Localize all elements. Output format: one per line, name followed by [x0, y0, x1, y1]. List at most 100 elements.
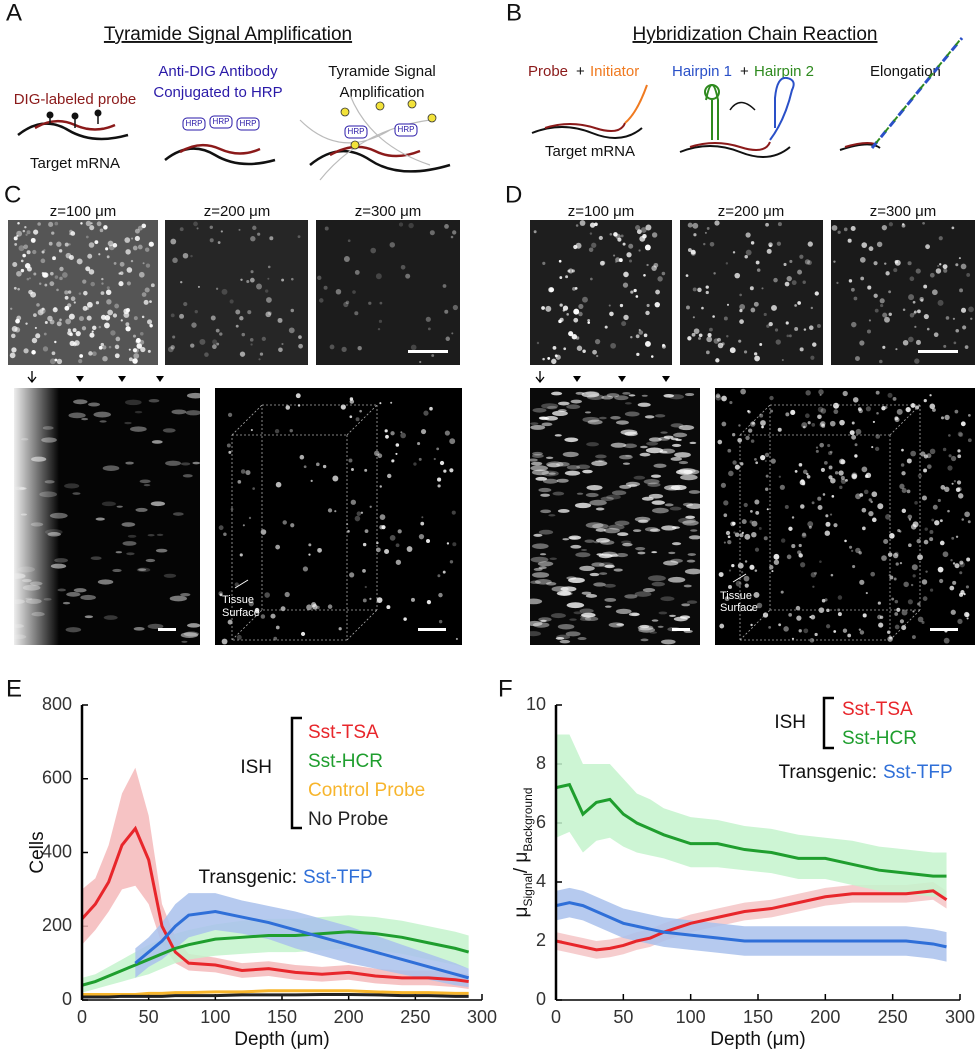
- cell: [379, 525, 384, 530]
- cell: [768, 242, 773, 247]
- cell: [570, 544, 582, 549]
- cell: [125, 461, 134, 465]
- cell: [615, 257, 621, 263]
- cell: [851, 287, 855, 292]
- cell: [585, 594, 598, 598]
- cell: [44, 321, 48, 325]
- cell: [25, 322, 28, 325]
- cell: [584, 539, 595, 543]
- cell: [423, 410, 429, 416]
- cell: [355, 417, 360, 422]
- cell: [22, 253, 26, 258]
- cell: [400, 431, 403, 434]
- cell: [837, 230, 841, 234]
- cell: [105, 289, 112, 296]
- cell: [720, 482, 727, 488]
- cell: [25, 233, 28, 236]
- cell: [802, 280, 806, 284]
- cell: [418, 534, 425, 540]
- cell: [559, 303, 563, 307]
- cell: [118, 281, 124, 287]
- cell: [112, 568, 122, 573]
- cell: [530, 465, 548, 472]
- hrp: HRP: [213, 117, 230, 126]
- x-tick-label: 0: [551, 1007, 561, 1027]
- depth-label: z=300 μm: [870, 203, 937, 220]
- cell: [451, 510, 456, 515]
- cell: [391, 459, 395, 463]
- cell: [922, 221, 925, 225]
- cell: [38, 282, 42, 286]
- cell: [628, 394, 636, 397]
- cell: [750, 623, 753, 627]
- cell: [658, 611, 668, 615]
- cell: [549, 557, 557, 561]
- surface-label: Surface: [222, 607, 260, 619]
- cell: [829, 450, 833, 454]
- cell: [657, 276, 663, 282]
- cell: [595, 507, 605, 511]
- cell: [712, 315, 715, 318]
- cell: [938, 236, 943, 241]
- cell: [586, 484, 603, 491]
- cell: [130, 237, 134, 240]
- cell: [429, 230, 435, 236]
- legend-entry: Sst-TSA: [308, 722, 379, 743]
- y-axis-label-part: μ: [511, 906, 532, 917]
- cell: [637, 625, 654, 631]
- cell: [882, 345, 886, 349]
- cell: [95, 517, 105, 521]
- cell: [101, 277, 104, 281]
- cell: [733, 531, 736, 534]
- cell: [15, 318, 20, 324]
- cell: [144, 287, 150, 293]
- cell: [581, 612, 596, 618]
- cell: [755, 260, 760, 265]
- cell: [42, 346, 49, 352]
- surface-label: Surface: [720, 602, 758, 614]
- cell: [877, 601, 881, 605]
- cell: [204, 352, 209, 357]
- cell: [960, 421, 966, 427]
- cell: [592, 349, 597, 355]
- cell: [137, 225, 143, 231]
- cell: [32, 249, 37, 255]
- cell: [37, 222, 41, 226]
- cell: [900, 463, 905, 467]
- error-band: [556, 887, 947, 962]
- cell: [410, 344, 417, 351]
- cell: [951, 536, 955, 540]
- cell: [628, 612, 640, 617]
- cell: [937, 264, 940, 268]
- panel-letter: B: [506, 0, 522, 26]
- cell: [550, 613, 566, 619]
- cell: [192, 461, 201, 465]
- cell: [630, 336, 633, 339]
- cell: [675, 438, 682, 442]
- cell: [538, 416, 548, 420]
- cell: [639, 452, 651, 457]
- y-tick-label: 2: [536, 930, 546, 950]
- cell: [852, 564, 856, 569]
- cell: [858, 551, 862, 555]
- cell: [133, 626, 145, 631]
- cell: [64, 290, 69, 295]
- cell: [876, 411, 879, 415]
- cell: [780, 590, 784, 594]
- cell: [943, 344, 947, 348]
- cell: [754, 569, 758, 572]
- cell: [625, 481, 641, 487]
- cell: [297, 404, 301, 407]
- cell: [829, 513, 833, 516]
- cell: [119, 271, 124, 275]
- cell: [948, 434, 951, 437]
- cell: [535, 476, 548, 481]
- cell: [577, 637, 587, 641]
- cell: [614, 260, 618, 263]
- cell: [692, 287, 697, 292]
- cell: [14, 327, 21, 333]
- cell: [908, 518, 912, 521]
- cell: [181, 640, 188, 643]
- cell: [868, 510, 874, 517]
- cell: [360, 511, 364, 514]
